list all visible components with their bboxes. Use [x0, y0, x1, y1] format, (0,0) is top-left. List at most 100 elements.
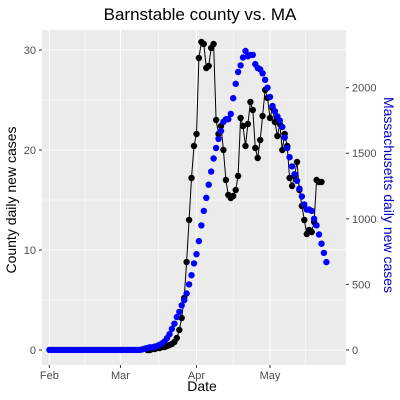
data-point [217, 127, 225, 135]
data-point [293, 158, 301, 166]
data-point [254, 154, 261, 162]
data-point [237, 114, 244, 122]
x-tick-label: Apr [188, 370, 205, 382]
data-point [242, 142, 249, 150]
data-point [188, 272, 195, 279]
data-point [193, 130, 200, 138]
data-point [232, 186, 239, 194]
data-point [279, 146, 286, 154]
data-point [178, 314, 185, 322]
data-point [208, 168, 215, 175]
data-point [225, 116, 232, 123]
data-point [284, 144, 291, 152]
left-axis: 0 10 20 30 [24, 45, 42, 357]
data-point [183, 290, 190, 297]
data-point [230, 192, 237, 200]
data-point [274, 132, 281, 140]
data-point [185, 216, 193, 224]
data-point [301, 201, 308, 208]
data-point [259, 112, 266, 120]
right-tick-label: 500 [352, 279, 370, 291]
data-point [176, 326, 183, 334]
left-tick-label: 30 [24, 45, 36, 57]
data-point [291, 171, 298, 178]
data-point [203, 194, 210, 201]
data-point [288, 163, 296, 170]
chart-title: Barnstable county vs. MA [104, 5, 297, 24]
data-point [318, 240, 325, 247]
data-point [247, 98, 254, 106]
data-point [183, 258, 190, 266]
data-point [269, 102, 276, 110]
right-axis: 0 500 1000 1500 2000 [346, 83, 376, 357]
data-point [261, 76, 269, 84]
data-point [249, 51, 256, 59]
left-tick-label: 0 [30, 345, 36, 357]
data-point [176, 308, 183, 316]
data-point [215, 135, 222, 142]
data-point [190, 260, 198, 267]
data-point [296, 185, 303, 192]
data-point [239, 122, 247, 130]
data-point [212, 144, 220, 152]
x-tick-label: Feb [40, 370, 59, 382]
data-point [239, 54, 247, 61]
data-point [242, 47, 249, 55]
data-point [205, 62, 212, 70]
data-point [173, 334, 180, 342]
left-axis-title: County daily new cases [3, 126, 19, 273]
data-point [232, 80, 239, 88]
data-point [181, 296, 188, 304]
data-point [195, 237, 203, 245]
data-point [195, 54, 203, 62]
left-tick-label: 10 [24, 245, 36, 257]
data-point [266, 93, 274, 101]
data-point [205, 181, 212, 188]
data-point [244, 120, 252, 128]
series-layer [46, 38, 330, 354]
data-point [301, 216, 308, 224]
data-point [198, 222, 205, 229]
data-point [168, 325, 176, 333]
data-point [320, 249, 328, 257]
data-point [252, 144, 259, 152]
data-point [310, 215, 318, 222]
data-point [323, 258, 330, 266]
x-axis: Feb Mar Apr May [40, 365, 281, 382]
right-axis-title: Massachusetts daily new cases [381, 97, 397, 293]
data-point [227, 110, 234, 118]
data-point [271, 118, 279, 126]
data-point [200, 207, 207, 215]
data-point [188, 174, 195, 182]
data-point [166, 331, 173, 338]
x-tick-label: May [260, 370, 281, 382]
right-tick-label: 1500 [352, 148, 376, 160]
data-point [249, 106, 256, 114]
data-point [193, 251, 200, 258]
series-2 [46, 47, 330, 354]
data-point [279, 123, 286, 131]
data-point [293, 177, 301, 184]
data-point [200, 40, 207, 48]
data-point [237, 62, 244, 69]
data-point [308, 228, 315, 236]
data-point [234, 172, 242, 180]
data-point [271, 108, 279, 115]
data-point [171, 320, 178, 327]
data-point [276, 117, 283, 124]
data-point [185, 281, 193, 288]
right-tick-label: 0 [352, 345, 358, 357]
data-point [288, 182, 296, 190]
data-point [210, 40, 217, 48]
data-point [173, 313, 180, 321]
right-tick-label: 1000 [352, 214, 376, 226]
data-point [298, 193, 306, 200]
plot-panel [42, 30, 346, 365]
data-point [178, 302, 185, 309]
data-point [257, 136, 264, 144]
x-tick-label: Mar [111, 370, 130, 382]
data-point [286, 154, 293, 161]
data-point [210, 155, 217, 162]
data-point [315, 231, 323, 238]
